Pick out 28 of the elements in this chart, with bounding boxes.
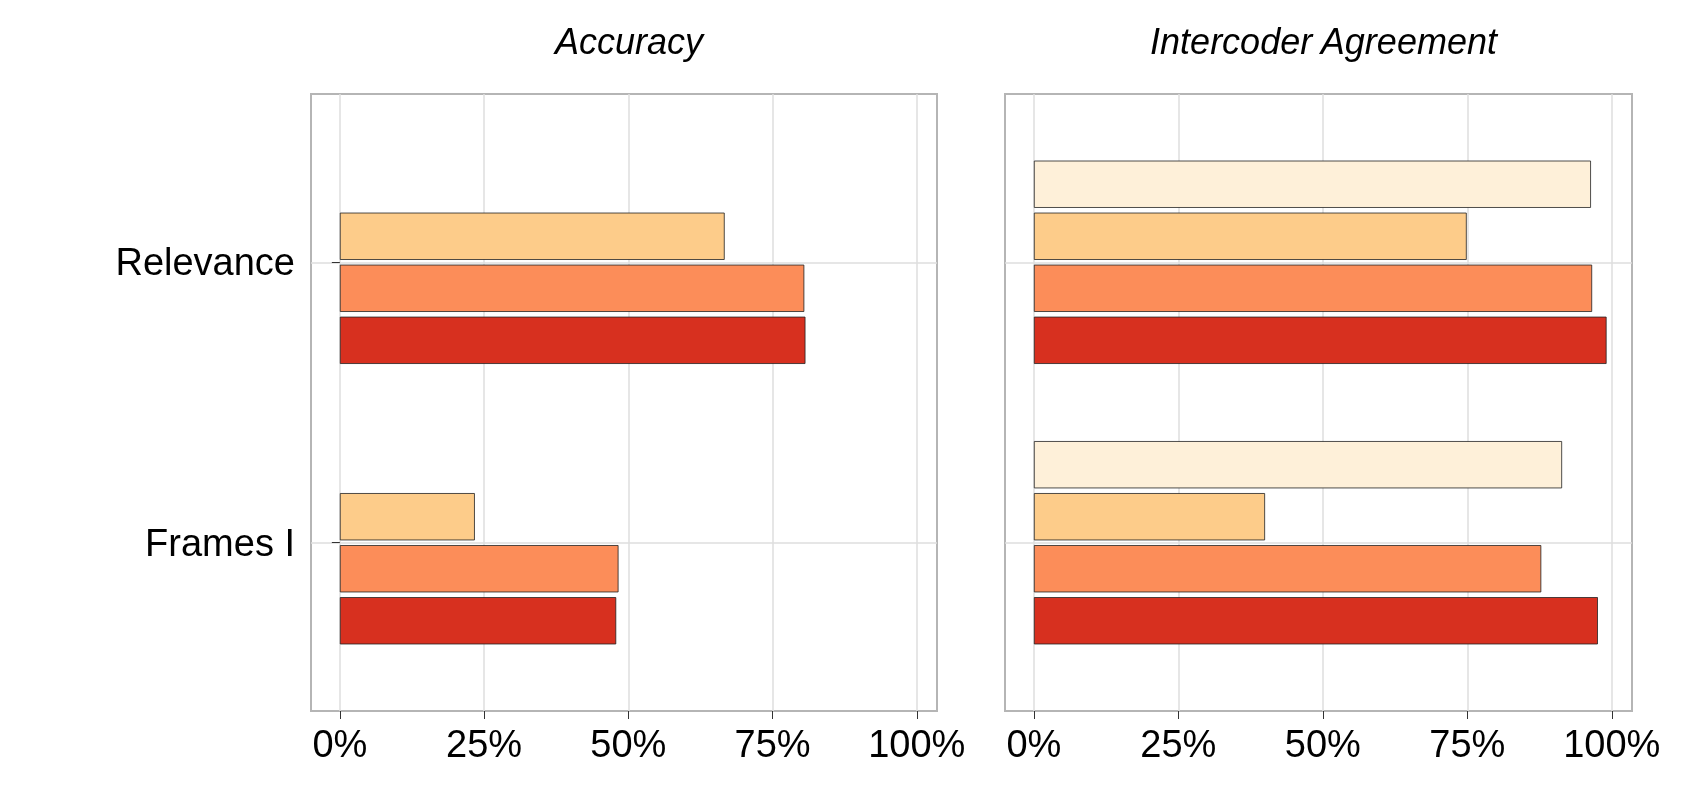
- x-tick-label: 0%: [312, 723, 368, 765]
- bar: [339, 493, 475, 541]
- bar: [1033, 160, 1591, 208]
- bar: [1033, 264, 1593, 312]
- bar: [1033, 597, 1598, 645]
- chart-title: Accuracy: [552, 20, 706, 62]
- bar: [1033, 316, 1607, 364]
- bar: [1033, 493, 1266, 541]
- bar: [339, 212, 725, 260]
- bar: [1033, 212, 1467, 260]
- y-tick-label: Relevance: [115, 241, 295, 284]
- bar: [339, 597, 617, 645]
- x-tick-label: 75%: [734, 723, 811, 765]
- chart-title: Intercoder Agreement: [1150, 20, 1499, 62]
- bar: [1033, 545, 1542, 593]
- bar: [339, 316, 806, 364]
- x-tick-label: 25%: [446, 723, 523, 765]
- x-tick-label: 100%: [868, 723, 966, 765]
- x-tick-label: 100%: [1563, 723, 1661, 765]
- x-tick-label: 0%: [1006, 723, 1062, 765]
- x-tick-label: 50%: [590, 723, 667, 765]
- bar: [1033, 441, 1563, 489]
- x-tick-label: 50%: [1284, 723, 1361, 765]
- bar: [339, 545, 619, 593]
- y-tick-label: Frames I: [145, 521, 295, 564]
- x-tick-label: 75%: [1429, 723, 1506, 765]
- x-tick-label: 25%: [1140, 723, 1217, 765]
- bar: [339, 264, 805, 312]
